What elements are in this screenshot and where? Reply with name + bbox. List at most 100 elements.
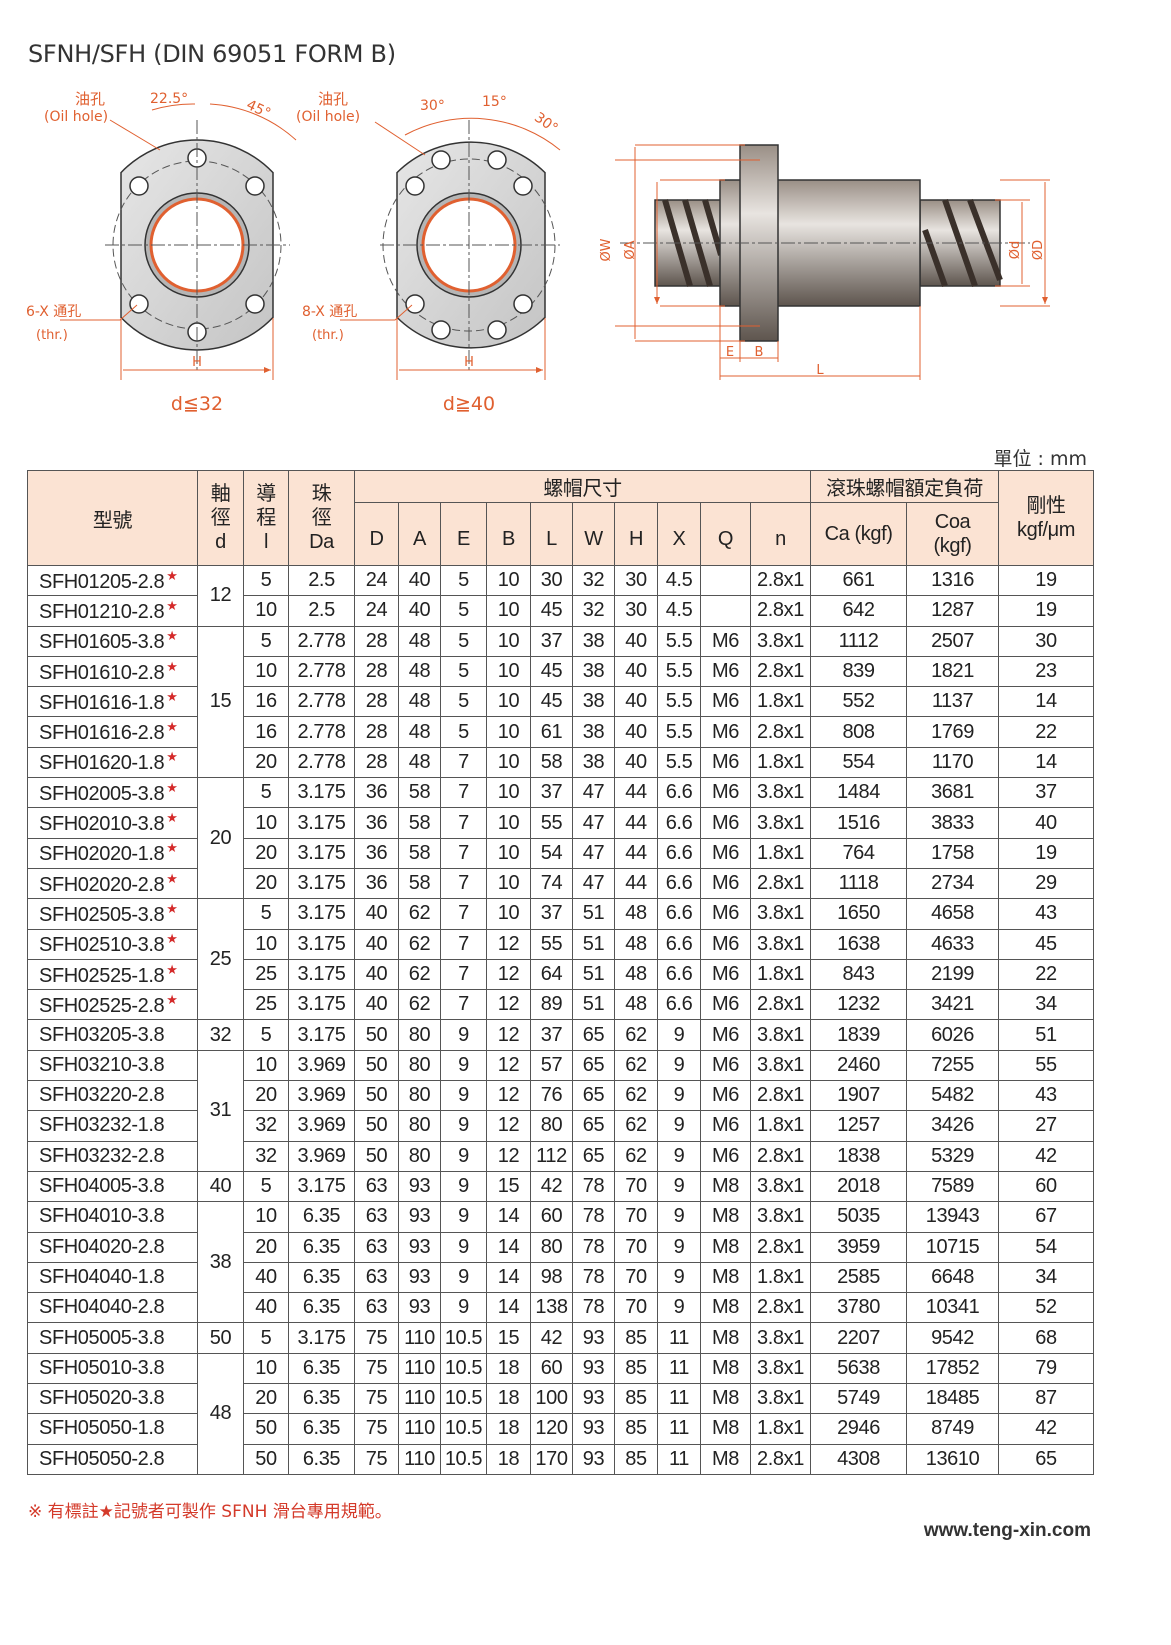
value-cell: 11 [657,1352,701,1385]
value-cell: 78 [572,1201,615,1233]
value-cell: 7 [440,958,487,991]
star-mark: ★ [166,688,178,704]
header-cell: 型號 [27,470,198,566]
value-cell: 14 [486,1292,531,1324]
table-row: SFH03210-3.8 31 10 3.969 50 80 9 12 57 65 62 9 M6 3.8… [27,1049,1095,1172]
table-row: SFH02005-3.8 ★ 20 5 3.175 36 58 7 10 37 47 44 6.6 M6 3… [27,777,1095,900]
value-cell: 42 [998,1413,1095,1445]
value-cell: 62 [614,1110,658,1142]
value-cell: 10 [486,595,531,627]
value-cell: 28 [354,625,399,657]
value-cell: 17852 [906,1352,1000,1385]
value-cell: 40 [614,655,658,688]
value-cell: 9 [657,1140,701,1172]
table-row: SFH03232-2.8 32 3.969 50 80 9 12 112 65 62 9 M6 2.8x… [27,1140,1095,1172]
value-cell: 85 [614,1413,658,1445]
value-cell: 85 [614,1443,658,1475]
model: SFH05010-3.8 [39,1356,165,1379]
header-line: 導 [256,483,276,505]
table-row: SFH02020-1.8 ★ 20 3.175 36 58 7 10 54 47 44 6.6 M6 1.… [27,837,1095,869]
value-cell: 22 [998,716,1095,748]
shaft-cell: 38 [197,1201,244,1324]
table-row: SFH02505-3.8 ★ 25 5 3.175 40 62 7 10 37 51 48 6.6 M6 3… [27,898,1095,1021]
value-cell: 9 [440,1231,487,1263]
value-cell: 12 [486,1110,531,1142]
dim-label: H [464,355,474,370]
value-cell: 5.5 [657,625,701,657]
value-cell: 1257 [810,1110,908,1142]
value-cell: 764 [810,837,908,869]
value-cell: 2.8x1 [749,595,812,627]
model: SFH01616-2.8 [39,722,165,745]
value-cell: 45 [998,928,1095,960]
star-mark: ★ [166,658,178,674]
value-cell: 10.5 [440,1352,487,1385]
value-cell: 1.8x1 [749,686,812,718]
model: SFH03205-3.8 [39,1023,165,1046]
model-cell: SFH01616-1.8 ★ [27,686,198,718]
value-cell: 14 [486,1261,531,1294]
table-row: SFH05010-3.8 48 10 6.35 75 110 10.5 18 60 93 85 11 M… [27,1352,1095,1475]
value-cell: 36 [354,867,399,900]
value-cell: 9 [440,1292,487,1324]
flange-front-small [60,103,297,380]
shaft-cell: 31 [197,1049,244,1172]
value-cell: 5 [440,625,487,657]
table-row: SFH01620-1.8 ★ 20 2.778 28 48 7 10 58 38 40 5.5 M6 1.… [27,746,1095,779]
value-cell: 7 [440,898,487,930]
value-cell: 20 [243,1383,289,1415]
value-cell: 36 [354,777,399,809]
value-cell: 10 [486,837,531,869]
value-cell: 28 [354,716,399,748]
value-cell: 23 [998,655,1095,688]
value-cell: 89 [530,989,573,1021]
value-cell: 55 [530,928,573,960]
value-cell: 10 [243,1049,289,1082]
value-cell: 18485 [906,1383,1000,1415]
value-cell: 36 [354,807,399,839]
value-cell: 1769 [906,716,1000,748]
value-cell: 48 [614,898,658,930]
value-cell: M8 [700,1383,751,1415]
value-cell: 5 [243,1170,289,1203]
model: SFH04020-2.8 [39,1235,165,1258]
star-mark: ★ [166,900,178,916]
value-cell: 40 [243,1261,289,1294]
value-cell: 3.8x1 [749,777,812,809]
value-cell: 40 [354,958,399,991]
value-cell: 2585 [810,1261,908,1294]
value-cell: 75 [354,1352,399,1385]
value-cell: 3.8x1 [749,898,812,930]
value-cell: 642 [810,595,908,627]
value-cell: 2946 [810,1413,908,1445]
value-cell: 1137 [906,686,1000,718]
model: SFH04040-2.8 [39,1296,165,1319]
model: SFH03210-3.8 [39,1053,165,1076]
value-cell: 40 [998,807,1095,839]
header-cell: 珠徑 Da [288,470,355,566]
value-cell: 37 [530,1019,573,1051]
value-cell: 18 [486,1352,531,1385]
value-cell: 9 [657,1080,701,1112]
model-cell: SFH03220-2.8 [27,1080,198,1112]
value-cell: 10 [486,867,531,900]
value-cell: 62 [398,958,441,991]
model: SFH04005-3.8 [39,1175,165,1198]
model-cell: SFH02510-3.8 ★ [27,928,198,960]
angle-label: 15° [482,94,507,110]
value-cell: 13943 [906,1201,1000,1233]
star-mark: ★ [166,961,178,977]
holes-label: 6-X 通孔 [26,304,81,320]
value-cell: 5 [440,716,487,748]
value-cell: M6 [700,898,751,930]
value-cell: 5 [243,1322,289,1354]
value-cell: 79 [998,1352,1095,1385]
table-row: SFH05005-3.8 50 5 3.175 75 110 10.5 15 42 93 85 11 M… [27,1322,1095,1354]
value-cell: 10 [243,1352,289,1385]
holes-en: (thr.) [36,328,68,343]
value-cell: 6.6 [657,867,701,900]
value-cell: 2207 [810,1322,908,1354]
model-cell: SFH04005-3.8 [27,1170,198,1203]
value-cell: 10 [243,655,289,688]
